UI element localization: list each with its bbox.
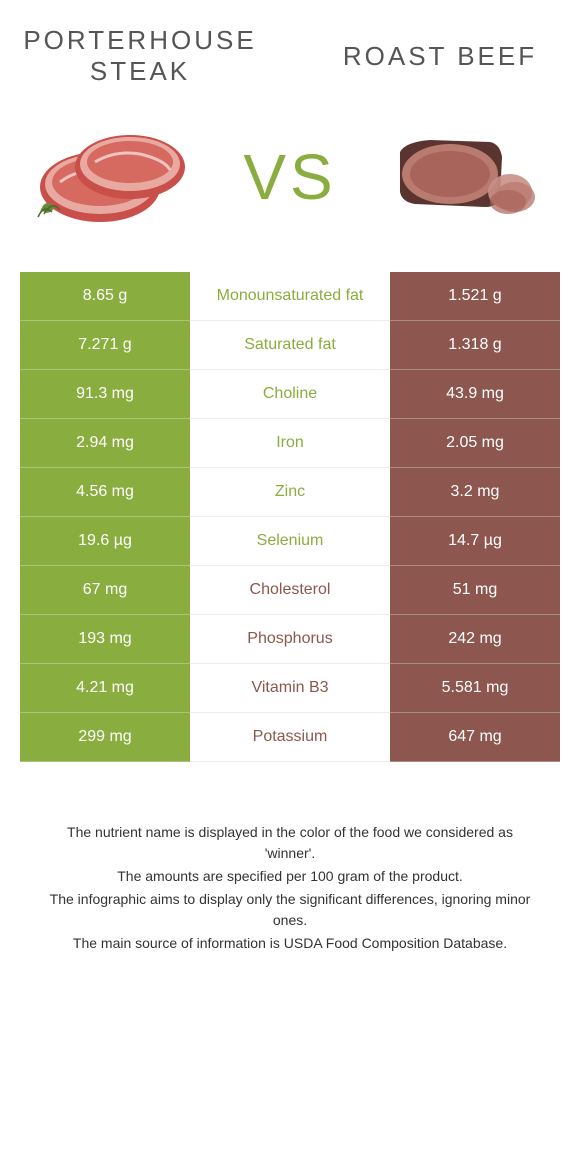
left-value: 19.6 µg [20, 517, 190, 566]
nutrient-table: 8.65 gMonounsaturated fat1.521 g7.271 gS… [20, 272, 560, 762]
nutrient-label: Saturated fat [190, 321, 390, 370]
nutrient-label: Phosphorus [190, 615, 390, 664]
table-row: 4.56 mgZinc3.2 mg [20, 468, 560, 517]
right-value: 3.2 mg [390, 468, 560, 517]
right-value: 242 mg [390, 615, 560, 664]
table-row: 91.3 mgCholine43.9 mg [20, 370, 560, 419]
right-value: 647 mg [390, 713, 560, 762]
porterhouse-steak-image [30, 112, 210, 242]
nutrient-label: Cholesterol [190, 566, 390, 615]
left-value: 299 mg [20, 713, 190, 762]
nutrient-label: Choline [190, 370, 390, 419]
table-row: 7.271 gSaturated fat1.318 g [20, 321, 560, 370]
right-value: 1.521 g [390, 272, 560, 321]
left-value: 2.94 mg [20, 419, 190, 468]
table-row: 2.94 mgIron2.05 mg [20, 419, 560, 468]
footer-notes: The nutrient name is displayed in the co… [20, 822, 560, 954]
nutrient-label: Iron [190, 419, 390, 468]
right-value: 2.05 mg [390, 419, 560, 468]
left-value: 8.65 g [20, 272, 190, 321]
left-value: 193 mg [20, 615, 190, 664]
right-value: 5.581 mg [390, 664, 560, 713]
title-left: PORTERHOUSE STEAK [20, 25, 260, 87]
table-row: 67 mgCholesterol51 mg [20, 566, 560, 615]
footer-line-4: The main source of information is USDA F… [40, 933, 540, 954]
footer-line-1: The nutrient name is displayed in the co… [40, 822, 540, 864]
left-value: 67 mg [20, 566, 190, 615]
title-right: ROAST BEEF [320, 41, 560, 72]
right-value: 43.9 mg [390, 370, 560, 419]
compare-row: VS [20, 112, 560, 242]
footer-line-2: The amounts are specified per 100 gram o… [40, 866, 540, 887]
left-value: 4.56 mg [20, 468, 190, 517]
footer-line-3: The infographic aims to display only the… [40, 889, 540, 931]
nutrient-label: Zinc [190, 468, 390, 517]
right-value: 1.318 g [390, 321, 560, 370]
table-row: 8.65 gMonounsaturated fat1.521 g [20, 272, 560, 321]
nutrient-label: Selenium [190, 517, 390, 566]
left-value: 7.271 g [20, 321, 190, 370]
nutrient-label: Potassium [190, 713, 390, 762]
right-value: 14.7 µg [390, 517, 560, 566]
vs-label: VS [243, 140, 336, 214]
nutrient-label: Vitamin B3 [190, 664, 390, 713]
table-row: 4.21 mgVitamin B35.581 mg [20, 664, 560, 713]
table-row: 19.6 µgSelenium14.7 µg [20, 517, 560, 566]
roast-beef-image [370, 112, 550, 242]
table-row: 299 mgPotassium647 mg [20, 713, 560, 762]
header: PORTERHOUSE STEAK ROAST BEEF [20, 25, 560, 87]
left-value: 91.3 mg [20, 370, 190, 419]
right-value: 51 mg [390, 566, 560, 615]
table-row: 193 mgPhosphorus242 mg [20, 615, 560, 664]
nutrient-label: Monounsaturated fat [190, 272, 390, 321]
left-value: 4.21 mg [20, 664, 190, 713]
